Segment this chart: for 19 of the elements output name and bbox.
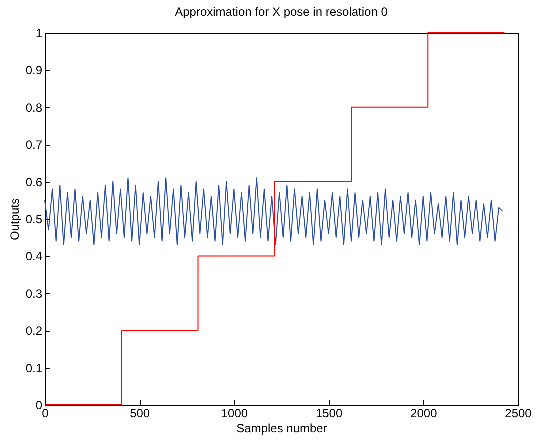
- x-tick-label: 1000: [221, 406, 248, 420]
- y-tick-label: 0.8: [26, 100, 43, 115]
- x-tick-label: 2500: [505, 406, 532, 420]
- chart-title: Approximation for X pose in resolation 0: [175, 5, 388, 19]
- y-tick-label: 0.7: [26, 138, 43, 152]
- y-tick-label: 1: [36, 26, 43, 40]
- line-series: [44, 178, 504, 246]
- x-tick-label: 1500: [316, 406, 343, 420]
- y-tick-label: 0.1: [26, 361, 43, 376]
- y-tick-label: 0.2: [26, 324, 43, 338]
- y-tick-label: 0.9: [26, 64, 43, 78]
- y-tick-label: 0.6: [26, 175, 43, 190]
- x-axis-title: Samples number: [236, 422, 328, 436]
- y-tick-label: 0.5: [26, 212, 43, 226]
- x-tick-label: 500: [130, 406, 150, 420]
- y-axis-title: Outputs: [8, 198, 22, 241]
- x-tick-label: 2000: [410, 406, 438, 420]
- y-tick-label: 0.3: [26, 286, 43, 301]
- y-tick-label: 0.4: [26, 250, 43, 264]
